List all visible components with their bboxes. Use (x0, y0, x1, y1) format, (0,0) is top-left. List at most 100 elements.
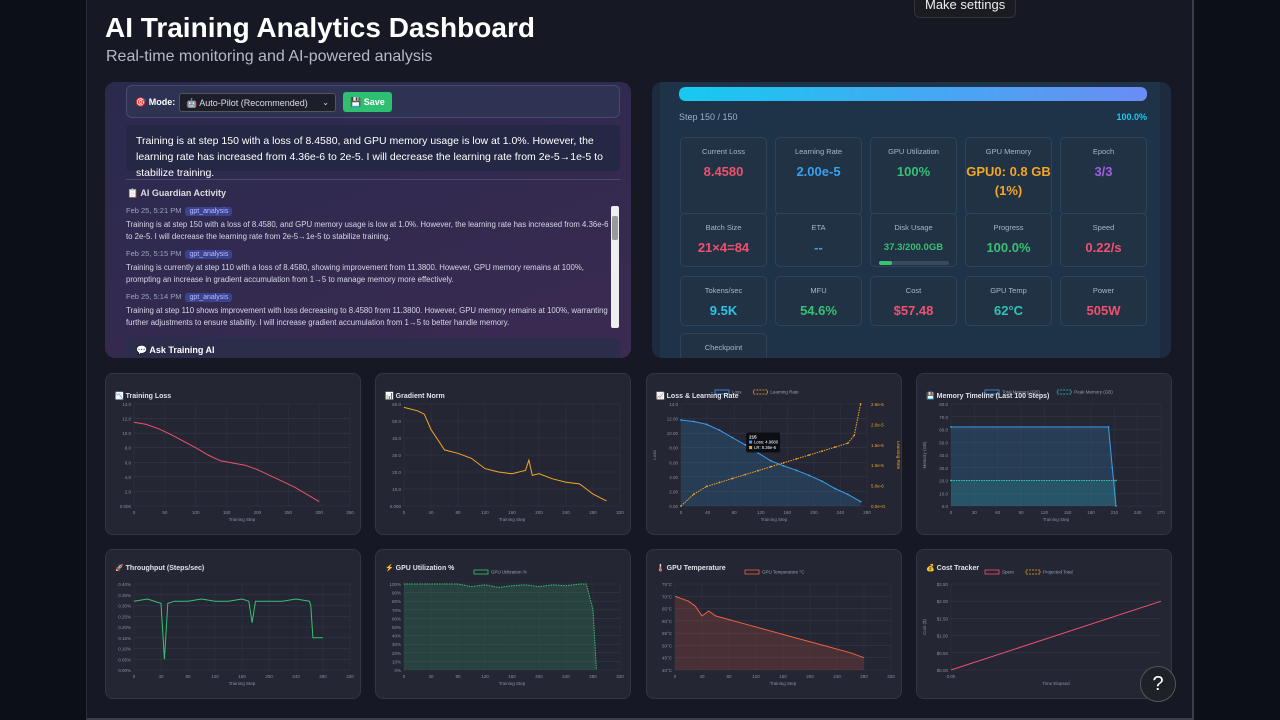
data-point (692, 493, 695, 496)
y-tick-label: 10.0 (939, 491, 948, 496)
stat-card-eta: ETA -- (775, 213, 862, 267)
y-tick-label: $2.50 (937, 582, 949, 587)
x-tick-label: 200 (265, 674, 273, 679)
entry-tag: gpt_analysis (185, 293, 233, 302)
stat-value: 9.5K (709, 303, 738, 318)
save-button[interactable]: 💾 Save (343, 92, 392, 112)
y-tick-label: 20% (392, 651, 401, 656)
chart-svg: $0.00 $0.50 $1.00 $1.50 $2.00 $2.50 0.0h Time E… (922, 570, 1162, 686)
y-tick-label: 30% (392, 642, 401, 647)
data-point (859, 403, 862, 405)
legend-swatch (714, 389, 730, 395)
scrollbar-thumb[interactable] (612, 216, 618, 240)
y-tick-label: 6.0 (125, 460, 132, 465)
y-tick-label: 2.00 (669, 489, 678, 494)
y-tick-label: 2.0 (125, 489, 132, 494)
data-point (782, 465, 785, 467)
stat-label: GPU Temp (990, 286, 1027, 295)
x-tick-label: 0 (133, 510, 136, 515)
y-tick-label: 90% (392, 591, 401, 596)
data-point (834, 487, 836, 490)
disk-usage-fill (878, 261, 892, 265)
y-tick-label: 0.40% (118, 582, 131, 587)
stat-card-gpu-memory: GPU Memory GPU0: 0.8 GB (1%) (965, 137, 1052, 215)
x-tick-label: 280 (860, 674, 868, 679)
y2-tick-label: 2.0e-5 (871, 422, 884, 427)
ask-ai-header[interactable]: 💬 Ask Training AI (126, 338, 620, 358)
stat-label: Tokens/sec (704, 286, 743, 295)
tooltip-title: 215 (749, 435, 757, 440)
entry-time: Feb 25, 5:21 PM (126, 206, 182, 215)
entry-text: Training is currently at step 110 with a… (126, 263, 584, 284)
y-tick-label: 60% (392, 616, 401, 621)
stat-value: GPU0: 0.8 GB (1%) (966, 164, 1051, 198)
data-point (834, 446, 836, 449)
data-point (718, 429, 721, 432)
stat-card-progress: Progress 100.0% (965, 213, 1052, 267)
chart-4: 0.00% 0.05% 0.10% 0.15% 0.20% 0.25% 0.30% 0.35%… (105, 549, 361, 699)
mode-bar: 🎯 Mode: 🤖 Auto-Pilot (Recommended) ⌄ 💾 Sa… (126, 85, 620, 118)
y-tick-label: 60.0 (939, 428, 948, 433)
series-line (951, 426, 1117, 507)
x-tick-label: 80 (455, 674, 461, 679)
x-tick-label: 40 (158, 674, 164, 679)
x-tick-label: 0 (680, 510, 683, 515)
y2-tick-label: 1.0e-5 (871, 463, 884, 468)
series-line (133, 598, 323, 660)
chart-svg: 0.00% 0.05% 0.10% 0.15% 0.20% 0.25% 0.30% 0.35%… (118, 582, 354, 686)
y-tick-label: 10.0 (122, 431, 131, 436)
data-point (731, 436, 734, 439)
y-tick-label: 0.000 (390, 504, 402, 509)
y-tick-label: 40% (392, 634, 401, 639)
chart-svg: 40°C 45°C 50°C 55°C 60°C 65°C 70°C 75°C 0 40 80 120… (662, 570, 895, 687)
y-tick-label: 0.35% (118, 593, 131, 598)
y-tick-label: $1.50 (937, 616, 949, 621)
legend-label: Total Memory (GB) (1002, 390, 1040, 395)
y-tick-label: 0.0 (942, 504, 949, 509)
x-tick-label: 0 (403, 510, 406, 515)
series-area (404, 584, 597, 670)
stat-value: $57.48 (893, 303, 934, 318)
legend-swatch (984, 389, 1000, 395)
x-tick-label: 250 (285, 510, 293, 515)
y-tick-label: 40.0 (939, 453, 948, 458)
series-area (675, 596, 864, 670)
x-tick-label: 200 (806, 674, 814, 679)
y-tick-label: 50.0 (392, 419, 401, 424)
y-tick-label: 20.0 (392, 470, 401, 475)
entry-text: Training at step 110 shows improvement w… (126, 306, 608, 327)
stat-label: Learning Rate (794, 147, 843, 156)
y-tick-label: 8.0 (125, 446, 132, 451)
y-tick-label: 0.25% (118, 614, 131, 619)
data-point (782, 461, 785, 464)
stat-value: 505W (1086, 303, 1121, 318)
data-point (692, 420, 695, 423)
chart-5: 0% 10% 20% 30% 40% 50% 60% 70% 80% 90% 100% 0 40 80 12… (375, 549, 631, 699)
stat-value: 100.0% (986, 240, 1031, 255)
legend-label: Peak Memory (GB) (1074, 390, 1113, 395)
series-line (950, 600, 1162, 671)
series-area (951, 480, 1116, 506)
x-tick-label: 240 (562, 674, 570, 679)
tooltip-line: LR: 8.36e-6 (754, 445, 777, 450)
data-point (859, 500, 862, 503)
y-axis-label: Memory (GB) (922, 441, 927, 469)
legend-label: Learning Rate (770, 390, 799, 395)
y-tick-label: 6.00 (669, 460, 678, 465)
y-axis-label: Cost ($) (922, 619, 927, 636)
activity-scrollbar[interactable] (611, 206, 619, 328)
data-point (808, 454, 811, 456)
activity-list[interactable]: Feb 25, 5:21 PM gpt_analysis Training is … (126, 206, 614, 328)
chart-svg: 0% 10% 20% 30% 40% 50% 60% 70% 80% 90% 100% 0 40 80 12… (389, 570, 624, 687)
chart-title: 🚀 Throughput (Steps/sec) (115, 565, 205, 572)
x-tick-label: 160 (508, 674, 516, 679)
data-point (950, 426, 952, 428)
help-button[interactable]: ? (1140, 666, 1176, 702)
y-tick-label: 0.00 (669, 504, 678, 509)
legend-label: GPU Temperature °C (762, 570, 805, 575)
mode-select[interactable]: 🤖 Auto-Pilot (Recommended) ⌄ (179, 93, 336, 112)
list-item: Feb 25, 5:21 PM gpt_analysis Training is … (126, 206, 614, 243)
x-tick-label: 280 (319, 674, 327, 679)
chart-svg: 0.00 2.00 4.00 6.00 8.00 10.00 12.00 14.0 0 40 80 1… (652, 389, 901, 523)
chart-title: 💰 Cost Tracker (926, 565, 980, 572)
